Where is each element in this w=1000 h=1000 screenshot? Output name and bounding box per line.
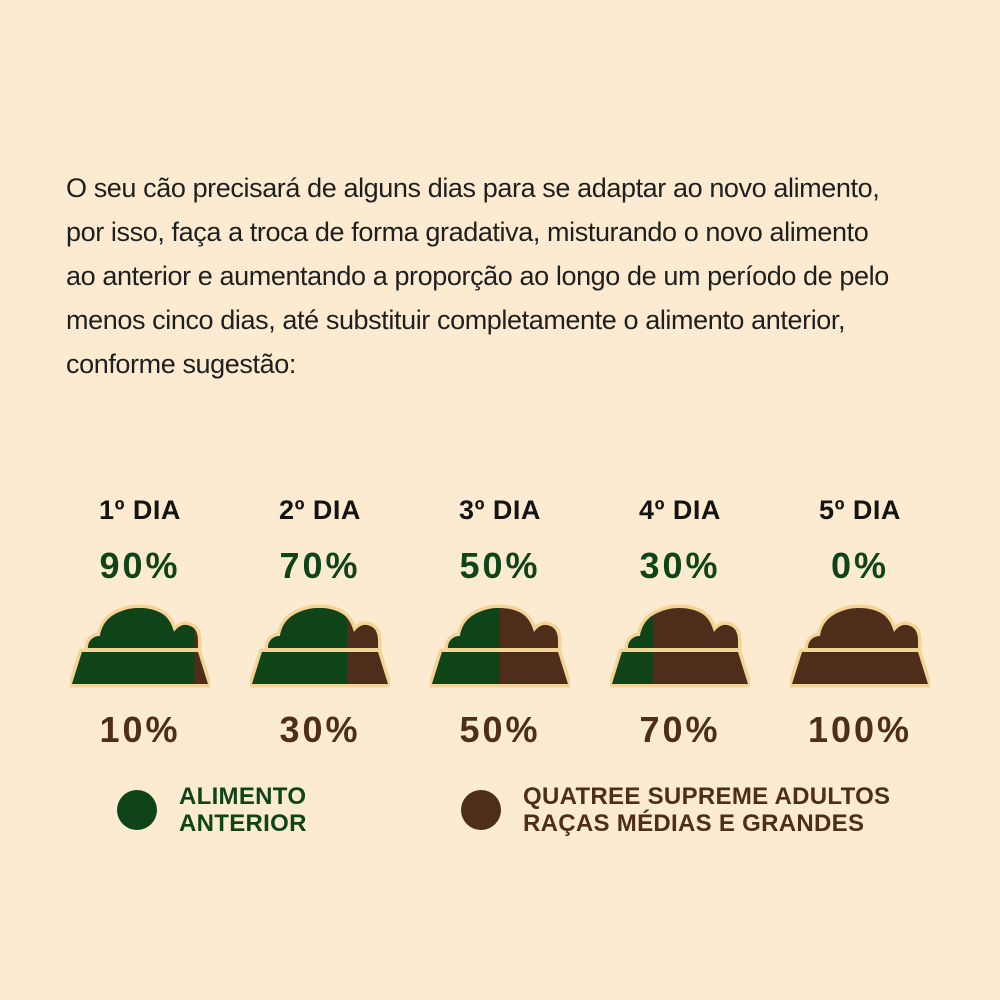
day-label: 5º DIA [819, 495, 901, 525]
day-column: 1º DIA 90% 10% [50, 490, 230, 756]
previous-food-portion [432, 607, 500, 684]
legend-item-previous-food: ALIMENTO ANTERIOR [117, 775, 307, 845]
day-column: 4º DIA 30% 70% [590, 490, 770, 756]
previous-food-portion [72, 607, 195, 684]
intro-line: por isso, faça a troca de forma gradativ… [66, 217, 869, 247]
intro-line: ao anterior e aumentando a proporção ao … [66, 261, 889, 291]
green-dot-icon [117, 790, 157, 830]
new-food-portion [808, 607, 918, 648]
food-bowl-icon [610, 604, 750, 688]
legend-line: ALIMENTO [179, 783, 307, 810]
legend-line: ANTERIOR [179, 810, 307, 837]
legend-label-new-food: QUATREE SUPREME ADULTOS RAÇAS MÉDIAS E G… [523, 783, 890, 837]
intro-text: O seu cão precisará de alguns dias para … [66, 166, 946, 386]
previous-food-percentage: 70% [279, 545, 361, 586]
legend-line: RAÇAS MÉDIAS E GRANDES [523, 810, 865, 837]
day-column: 2º DIA 70% 30% [230, 490, 410, 756]
previous-food-percentage: 0% [830, 545, 890, 586]
legend-line: QUATREE SUPREME ADULTOS [523, 783, 891, 810]
previous-food-percentage: 30% [639, 545, 721, 586]
new-food-portion [792, 652, 928, 684]
day-label: 1º DIA [99, 495, 181, 525]
intro-line: menos cinco dias, até substituir complet… [66, 305, 846, 335]
day-column: 5º DIA 0% 100% [770, 490, 950, 756]
food-bowl-icon [430, 604, 570, 688]
legend: ALIMENTO ANTERIOR QUATREE SUPREME ADULTO… [0, 775, 1000, 845]
legend-item-new-food: QUATREE SUPREME ADULTOS RAÇAS MÉDIAS E G… [461, 775, 890, 845]
new-food-percentage: 10% [99, 709, 181, 750]
new-food-percentage: 50% [459, 709, 541, 750]
new-food-percentage: 100% [807, 709, 913, 750]
new-food-percentage: 30% [279, 709, 361, 750]
new-food-percentage: 70% [639, 709, 721, 750]
day-label: 2º DIA [279, 495, 361, 525]
food-bowl-icon [250, 604, 390, 688]
previous-food-portion [612, 615, 653, 684]
previous-food-percentage: 50% [459, 545, 541, 586]
intro-line: O seu cão precisará de alguns dias para … [66, 173, 880, 203]
food-bowl-icon [70, 604, 210, 688]
brown-dot-icon [461, 790, 501, 830]
food-bowl-icon [790, 604, 930, 688]
previous-food-percentage: 90% [99, 545, 181, 586]
day-label: 3º DIA [459, 495, 541, 525]
legend-label-previous-food: ALIMENTO ANTERIOR [179, 783, 307, 837]
day-column: 3º DIA 50% 50% [410, 490, 590, 756]
intro-line: conforme sugestão: [66, 349, 296, 379]
day-label: 4º DIA [639, 495, 721, 525]
transition-schedule: 1º DIA 90% 10% 2º DIA 70% 30% 3º DIA 50%… [0, 490, 1000, 760]
new-food-portion [628, 607, 738, 648]
previous-food-portion [252, 607, 348, 684]
